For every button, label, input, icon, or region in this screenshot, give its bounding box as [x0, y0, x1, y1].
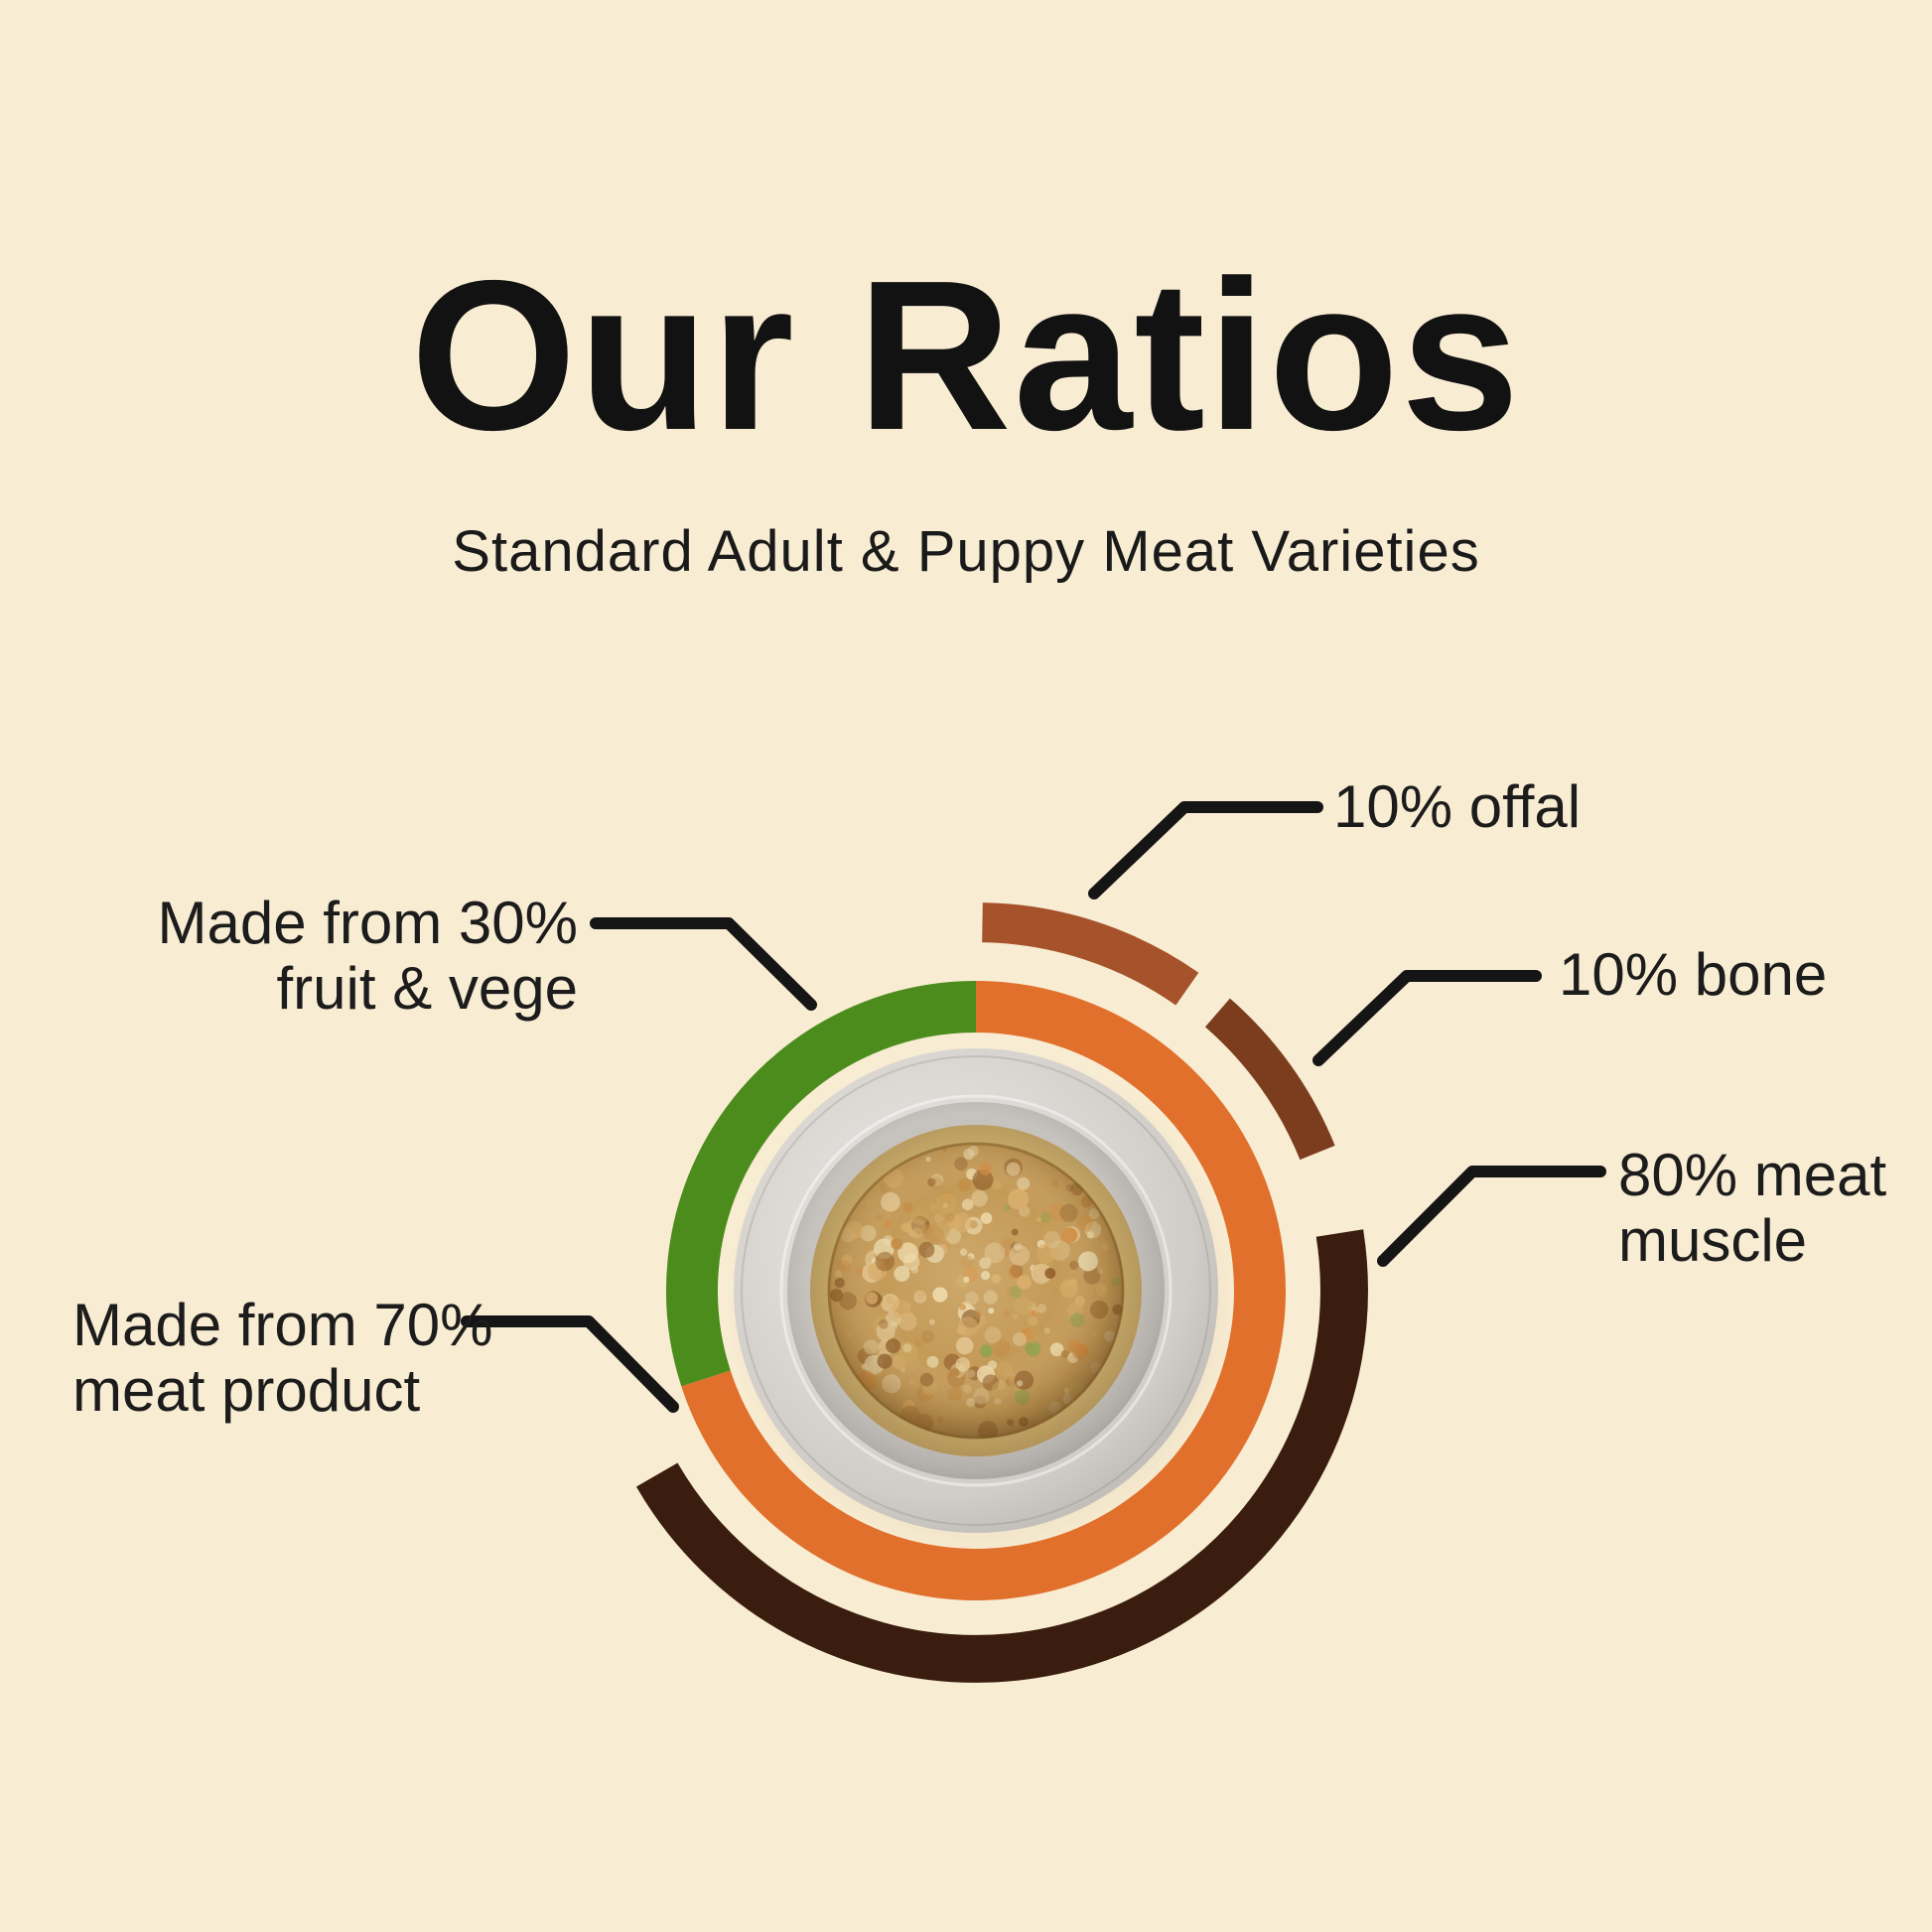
bone-label: 10% bone — [1559, 941, 1828, 1008]
offal-leader-line — [1088, 801, 1323, 899]
meat-product-label-line2: meat product — [72, 1357, 421, 1424]
fruit-vege-label: Made from 30% fruit & vege — [157, 891, 578, 1022]
page-subtitle: Standard Adult & Puppy Meat Varieties — [452, 519, 1480, 584]
fruit-vege-ring-arc — [666, 981, 977, 1387]
meat-muscle-label: 80% meat muscle — [1618, 1143, 1886, 1274]
bowl-inner-rim-highlight — [779, 1094, 1173, 1487]
fruit-vege-leader-line — [590, 917, 817, 1011]
bowl-food-shading — [828, 1143, 1124, 1439]
meat-muscle-label-line1: 80% meat — [1618, 1142, 1887, 1208]
meat-muscle-arc — [635, 1229, 1368, 1683]
bone-leader-line — [1312, 970, 1542, 1066]
dog-food-bowl-photo — [725, 1046, 1241, 1563]
offal-label: 10% offal — [1333, 773, 1582, 840]
meat-muscle-leader-line — [1377, 1166, 1606, 1267]
page-title: Our Ratios — [410, 235, 1522, 475]
meat-product-label-line1: Made from 70% — [72, 1292, 493, 1358]
meat-muscle-label-line2: muscle — [1618, 1207, 1808, 1274]
bone-arc — [1204, 998, 1335, 1161]
fruit-vege-label-line2: fruit & vege — [276, 955, 579, 1022]
offal-arc — [981, 902, 1199, 1006]
bowl-food-edge — [827, 1142, 1125, 1440]
meat-product-leader-line — [461, 1315, 679, 1413]
meat-product-ring-arc — [681, 981, 1286, 1600]
bowl-plate-rim-line — [741, 1055, 1211, 1526]
fruit-vege-label-line1: Made from 30% — [157, 890, 578, 956]
leader-lines — [461, 801, 1606, 1413]
meat-product-label: Made from 70% meat product — [72, 1293, 493, 1424]
